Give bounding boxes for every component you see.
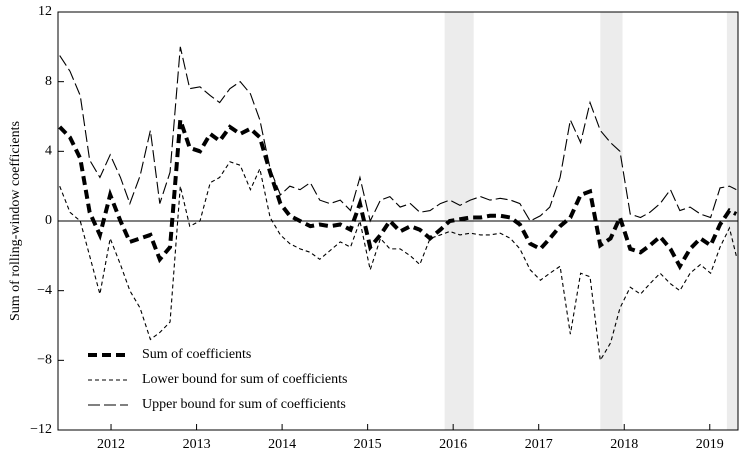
legend-label: Sum of coefficients: [142, 347, 251, 362]
series-line: [59, 161, 737, 363]
series-line: [58, 119, 738, 271]
y-tick-label: 0: [45, 213, 52, 228]
series-line: [59, 46, 737, 223]
y-axis-label: Sum of rolling-window coefficients: [8, 121, 23, 321]
legend-label: Upper bound for sum of coefficients: [142, 397, 346, 412]
y-tick-label: −4: [37, 283, 52, 298]
y-tick-label: 12: [38, 4, 52, 19]
x-tick-label: 2017: [525, 437, 553, 452]
x-tick-label: 2014: [268, 437, 296, 452]
y-tick-label: −12: [30, 422, 52, 437]
x-tick-label: 2015: [354, 437, 382, 452]
y-tick-label: −8: [37, 353, 52, 368]
y-tick-label: 8: [45, 74, 52, 89]
plot-frame: [57, 11, 739, 431]
x-tick-label: 2018: [610, 437, 638, 452]
legend-label: Lower bound for sum of coefficients: [142, 372, 347, 387]
x-tick-label: 2016: [439, 437, 467, 452]
y-tick-label: 4: [45, 144, 52, 159]
x-tick-label: 2012: [97, 437, 125, 452]
x-tick-label: 2013: [183, 437, 211, 452]
x-tick-label: 2019: [696, 437, 724, 452]
